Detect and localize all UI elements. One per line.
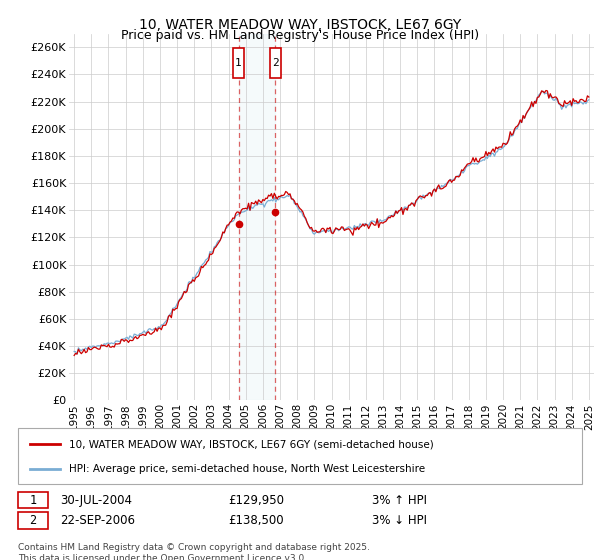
Text: 10, WATER MEADOW WAY, IBSTOCK, LE67 6GY (semi-detached house): 10, WATER MEADOW WAY, IBSTOCK, LE67 6GY … [69,439,434,449]
FancyBboxPatch shape [270,48,281,78]
Text: 1: 1 [235,58,242,68]
Text: 30-JUL-2004: 30-JUL-2004 [60,493,132,507]
Text: Price paid vs. HM Land Registry's House Price Index (HPI): Price paid vs. HM Land Registry's House … [121,29,479,42]
Text: 10, WATER MEADOW WAY, IBSTOCK, LE67 6GY: 10, WATER MEADOW WAY, IBSTOCK, LE67 6GY [139,18,461,32]
Text: 22-SEP-2006: 22-SEP-2006 [60,514,135,528]
Text: 2: 2 [29,514,37,528]
Text: 3% ↓ HPI: 3% ↓ HPI [372,514,427,528]
Text: 1: 1 [29,493,37,507]
Text: £138,500: £138,500 [228,514,284,528]
Text: £129,950: £129,950 [228,493,284,507]
Text: 2: 2 [272,58,279,68]
Text: HPI: Average price, semi-detached house, North West Leicestershire: HPI: Average price, semi-detached house,… [69,464,425,474]
Text: Contains HM Land Registry data © Crown copyright and database right 2025.
This d: Contains HM Land Registry data © Crown c… [18,543,370,560]
Bar [239,34,275,400]
FancyBboxPatch shape [233,48,244,78]
Text: 3% ↑ HPI: 3% ↑ HPI [372,493,427,507]
